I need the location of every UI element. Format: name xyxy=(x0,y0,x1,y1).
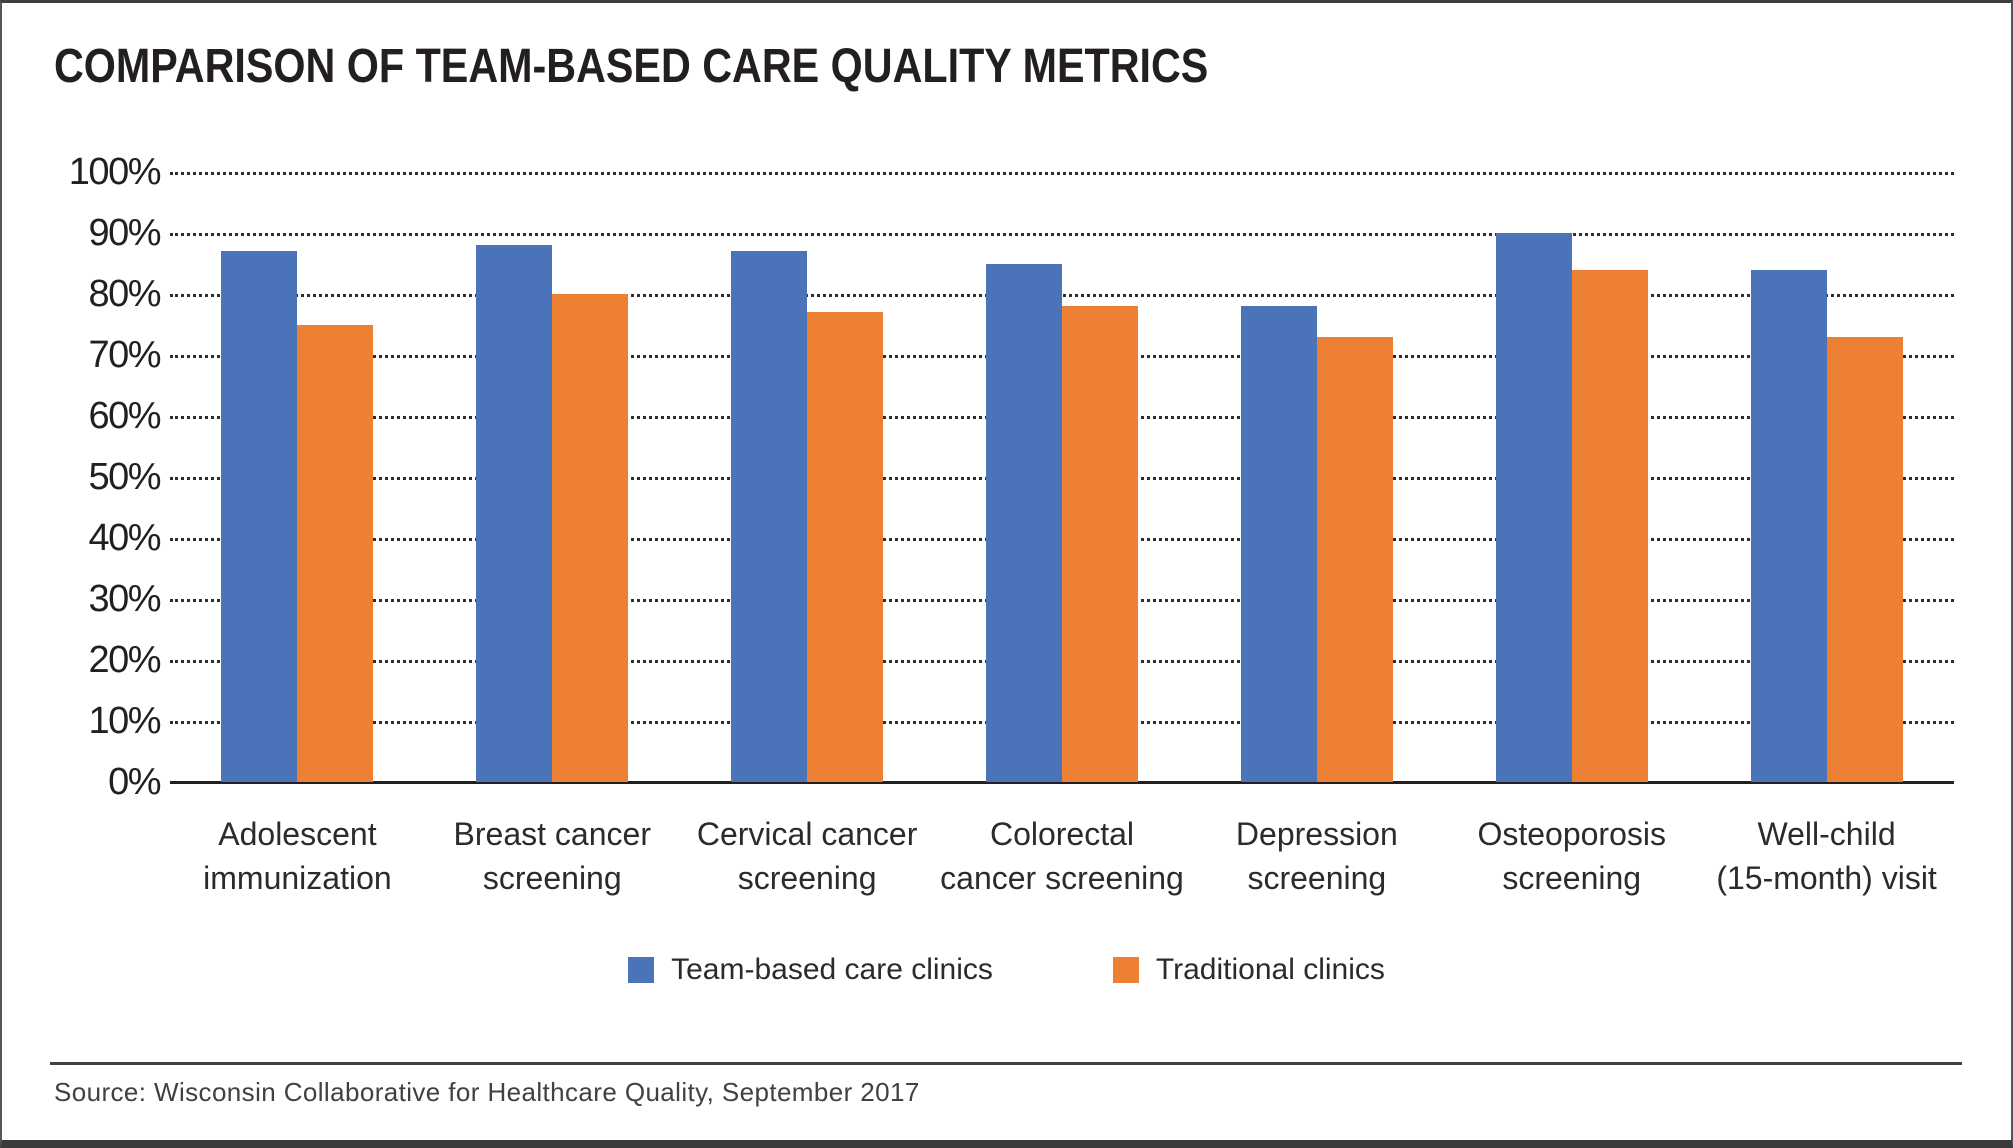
x-axis-baseline xyxy=(170,781,1954,784)
bar-team-based-care-clinics xyxy=(1240,306,1317,782)
bar-traditional-clinics xyxy=(297,324,374,782)
bar-traditional-clinics xyxy=(1826,336,1903,782)
bar-team-based-care-clinics xyxy=(476,245,553,782)
legend-label: Team-based care clinics xyxy=(671,953,993,986)
bar-group xyxy=(425,172,680,782)
bar-group xyxy=(170,172,425,782)
bar-group xyxy=(935,172,1190,782)
y-tick-label-60%: 60% xyxy=(88,395,161,437)
bar-team-based-care-clinics xyxy=(1495,233,1572,782)
y-tick-label-0%: 0% xyxy=(108,761,161,803)
bar-team-based-care-clinics xyxy=(221,251,298,782)
gridline-90% xyxy=(170,233,1954,236)
bar-group xyxy=(1444,172,1699,782)
x-category-label: Cervical cancer screening xyxy=(696,816,918,896)
x-category-label: Adolescent immunization xyxy=(203,816,392,896)
x-category-label: Well-child (15-month) visit xyxy=(1716,816,1937,896)
plot-area: Adolescent immunization Breast cancer scr… xyxy=(170,172,1954,896)
y-axis: 0% 10% 20% 30% 40% 50% 60% 70% 80% 90% 100% xyxy=(2,151,162,803)
bar-traditional-clinics xyxy=(1061,306,1138,782)
legend-item: Team-based care clinics xyxy=(628,953,993,987)
bar-group xyxy=(1699,172,1954,782)
y-tick-label-30%: 30% xyxy=(88,578,161,620)
bar-traditional-clinics xyxy=(1316,336,1393,782)
x-category-label: Depression screening xyxy=(1235,816,1398,896)
y-tick-label-80%: 80% xyxy=(88,273,161,315)
y-tick-label-50%: 50% xyxy=(88,456,161,498)
legend-swatch-icon xyxy=(628,957,655,983)
gridline-100% xyxy=(170,172,1954,175)
y-tick-label-40%: 40% xyxy=(88,517,161,559)
y-tick-label-20%: 20% xyxy=(88,639,161,681)
bar-traditional-clinics xyxy=(807,312,884,782)
bar-group xyxy=(680,172,935,782)
bar-team-based-care-clinics xyxy=(985,263,1062,782)
bar-group xyxy=(1189,172,1444,782)
bar-traditional-clinics xyxy=(1571,269,1648,782)
y-tick-label-70%: 70% xyxy=(88,334,161,376)
source-text: Source: Wisconsin Collaborative for Heal… xyxy=(54,1077,920,1107)
chart-title: COMPARISON OF TEAM-BASED CARE QUALITY ME… xyxy=(54,40,1209,93)
legend-label: Traditional clinics xyxy=(1155,953,1385,986)
bar-traditional-clinics xyxy=(552,294,629,782)
bar-team-based-care-clinics xyxy=(731,251,808,782)
legend-swatch-icon xyxy=(1112,957,1139,983)
y-tick-label-90%: 90% xyxy=(88,212,161,254)
bar-team-based-care-clinics xyxy=(1750,269,1827,782)
y-tick-label-10%: 10% xyxy=(88,700,161,742)
legend: Team-based care clinics Traditional clini… xyxy=(2,953,2011,987)
x-category-label: Breast cancer screening xyxy=(453,816,651,896)
gridline-80% xyxy=(170,294,1954,297)
source-divider xyxy=(50,1062,1962,1065)
y-tick-label-100%: 100% xyxy=(68,151,162,193)
x-category-label: Osteoporosis screening xyxy=(1477,816,1666,896)
legend-item: Traditional clinics xyxy=(1112,953,1385,987)
x-category-label: Colorectal cancer screening xyxy=(940,816,1184,896)
